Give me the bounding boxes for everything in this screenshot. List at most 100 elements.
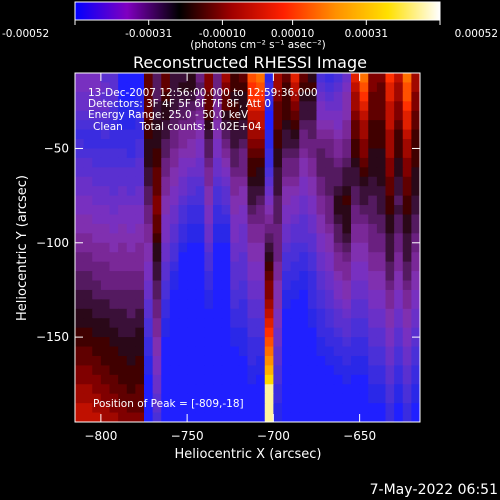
heatmap-cell [169, 148, 180, 159]
heatmap-cell [135, 403, 145, 414]
heatmap-cell [282, 289, 292, 300]
heatmap-cell [394, 252, 404, 263]
heatmap-cell [411, 167, 420, 178]
heatmap-cell [282, 129, 292, 140]
heatmap-cell [299, 346, 309, 357]
heatmap-cell [411, 242, 420, 253]
heatmap-cell [359, 233, 369, 244]
heatmap-cell [290, 205, 300, 216]
heatmap-cell [368, 318, 378, 329]
heatmap-cell [213, 101, 223, 112]
heatmap-cell [126, 91, 136, 102]
heatmap-cell [92, 176, 102, 187]
heatmap-cell [221, 82, 231, 93]
heatmap-cell [204, 261, 214, 272]
heatmap-cell [402, 233, 412, 244]
heatmap-cell [342, 242, 352, 253]
heatmap-cell [316, 289, 326, 300]
heatmap-cell [213, 214, 223, 225]
heatmap-cell [109, 384, 119, 395]
heatmap-cell [152, 129, 162, 140]
heatmap-cell [333, 120, 343, 131]
heatmap-cell [290, 139, 300, 150]
heatmap-cell [126, 337, 136, 348]
heatmap-cell [92, 148, 102, 159]
heatmap-cell [256, 337, 266, 348]
heatmap-cell [178, 365, 188, 376]
heatmap-cell [299, 252, 309, 263]
heatmap-cell [100, 186, 111, 197]
heatmap-cell [169, 271, 180, 282]
heatmap-cell [264, 299, 274, 310]
heatmap-cell [75, 252, 85, 263]
heatmap-cell [213, 384, 223, 395]
heatmap-cell [187, 205, 197, 216]
heatmap-cell [83, 355, 93, 366]
heatmap-cell [152, 393, 162, 404]
heatmap-cell [316, 252, 326, 263]
heatmap-cell [238, 73, 249, 84]
heatmap-cell [333, 176, 343, 187]
heatmap-cell [152, 120, 162, 131]
heatmap-cell [247, 299, 257, 310]
heatmap-cell [187, 261, 197, 272]
heatmap-cell [273, 176, 283, 187]
heatmap-cell [178, 73, 188, 84]
heatmap-cell [316, 223, 326, 234]
heatmap-cell [256, 205, 266, 216]
heatmap-cell [169, 252, 180, 263]
heatmap-cell [376, 374, 387, 385]
heatmap-cell [221, 139, 231, 150]
heatmap-cell [307, 91, 318, 102]
heatmap-cell [368, 271, 378, 282]
heatmap-cell [161, 384, 171, 395]
heatmap-cell [238, 195, 249, 206]
heatmap-cell [325, 82, 335, 93]
heatmap-cell [118, 233, 128, 244]
heatmap-cell [100, 167, 111, 178]
heatmap-cell [247, 365, 257, 376]
heatmap-cell [411, 355, 420, 366]
heatmap-cell [402, 195, 412, 206]
heatmap-cell [376, 393, 387, 404]
heatmap-cell [92, 129, 102, 140]
heatmap-cell [376, 91, 387, 102]
heatmap-cell [402, 299, 412, 310]
heatmap-cell [83, 167, 93, 178]
heatmap-cell [204, 299, 214, 310]
heatmap-cell [144, 82, 154, 93]
heatmap-cell [126, 82, 136, 93]
heatmap-cell [230, 82, 240, 93]
heatmap-cell [376, 299, 387, 310]
heatmap-cell [256, 91, 266, 102]
heatmap-cell [368, 139, 378, 150]
heatmap-cell [290, 346, 300, 357]
heatmap-cell [144, 374, 154, 385]
heatmap-cell [230, 252, 240, 263]
heatmap-cell [213, 289, 223, 300]
heatmap-cell [109, 82, 119, 93]
heatmap-cell [316, 299, 326, 310]
heatmap-cell [230, 157, 240, 168]
heatmap-cell [92, 318, 102, 329]
heatmap-cell [75, 242, 85, 253]
heatmap-cell [161, 205, 171, 216]
heatmap-cell [152, 271, 162, 282]
heatmap-cell [230, 195, 240, 206]
heatmap-cell [161, 299, 171, 310]
heatmap-cell [75, 205, 85, 216]
heatmap-cell [282, 186, 292, 197]
heatmap-cell [213, 167, 223, 178]
heatmap-cell [169, 289, 180, 300]
heatmap-cell [204, 82, 214, 93]
heatmap-cell [144, 261, 154, 272]
heatmap-cell [230, 223, 240, 234]
heatmap-cell [402, 157, 412, 168]
heatmap-cell [204, 157, 214, 168]
heatmap-cell [83, 318, 93, 329]
heatmap-cell [247, 271, 257, 282]
heatmap-cell [247, 214, 257, 225]
heatmap-cell [230, 346, 240, 357]
heatmap-cell [178, 280, 188, 291]
heatmap-cell [256, 139, 266, 150]
